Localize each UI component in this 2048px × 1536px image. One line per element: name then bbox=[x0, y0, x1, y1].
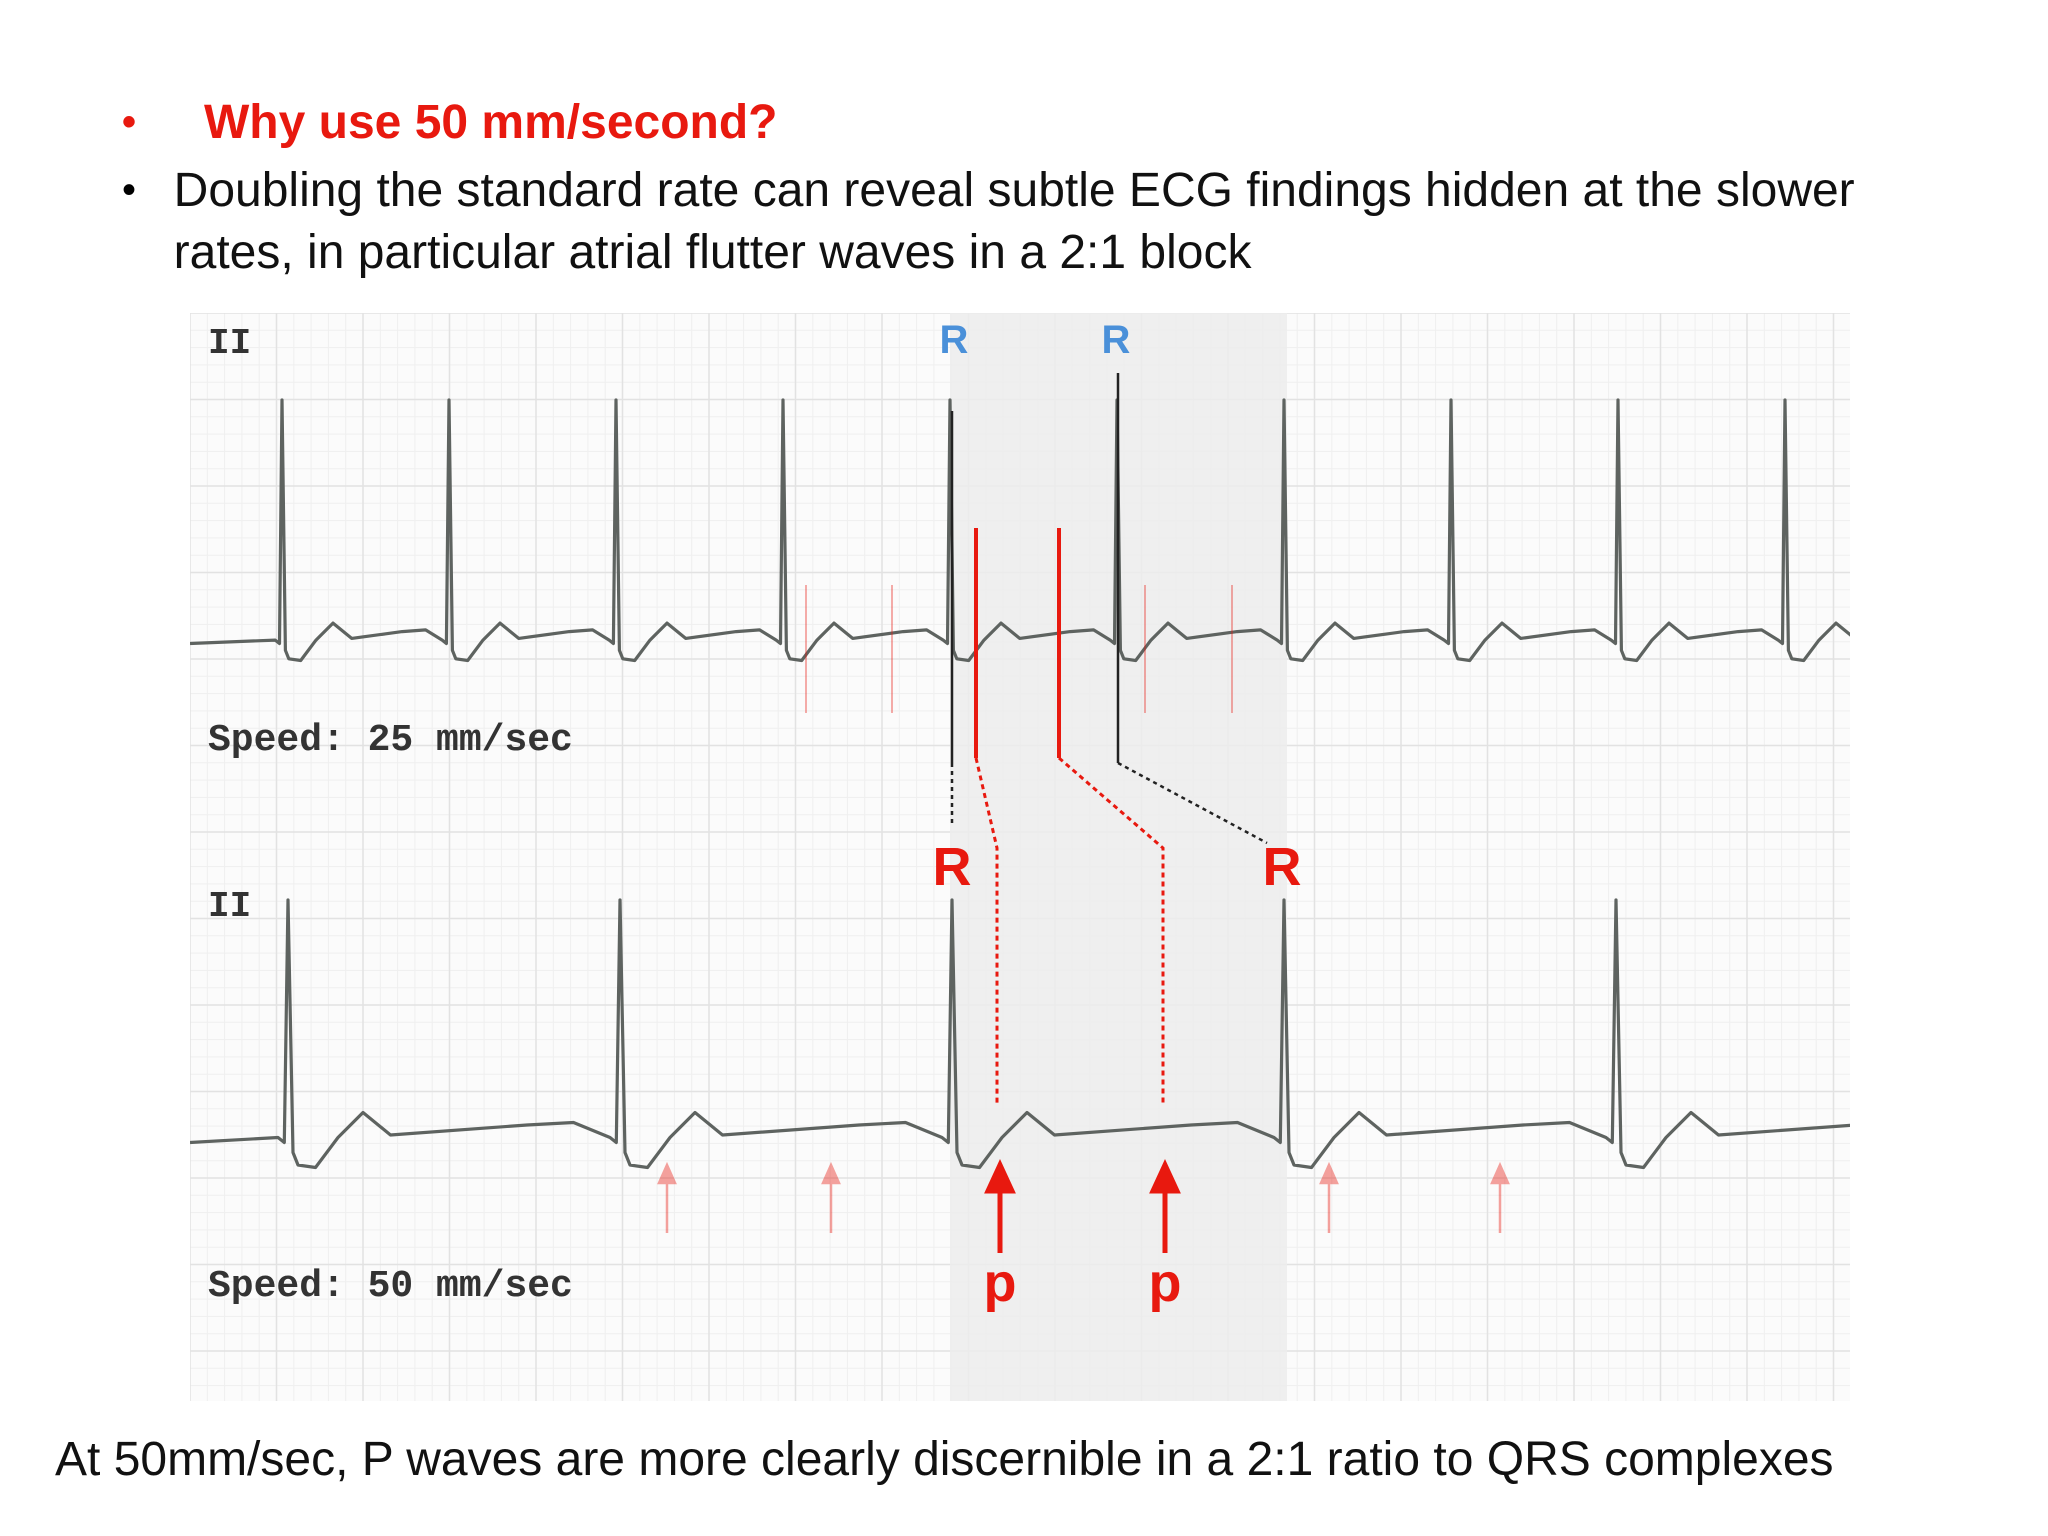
r-label-top-1: R bbox=[940, 318, 969, 362]
r-label-bottom-2: R bbox=[1263, 837, 1302, 897]
p-label-2: p bbox=[1149, 1253, 1182, 1313]
faint-p-arrows bbox=[657, 1161, 1510, 1233]
p-connector bbox=[1058, 756, 1165, 1103]
speed-label-bottom: Speed: 50 mm/sec bbox=[208, 1265, 573, 1308]
ecg-diagram: II R R Speed: 25 mm/sec II R R Speed: 50… bbox=[190, 313, 1850, 1401]
bullet-point: • bbox=[122, 168, 137, 212]
ecg-trace-50mm bbox=[190, 898, 1850, 1170]
bullet-point: • bbox=[122, 100, 137, 144]
p-arrows bbox=[984, 1159, 1181, 1253]
arrow-up-icon bbox=[984, 1159, 1016, 1194]
r-label-bottom-1: R bbox=[933, 837, 972, 897]
ecg-trace-25mm bbox=[190, 398, 1850, 663]
arrow-up-icon bbox=[1149, 1159, 1181, 1194]
bullet-list: • Why use 50 mm/second? • Doubling the s… bbox=[120, 92, 1920, 284]
lead-label-top: II bbox=[208, 323, 251, 364]
bullet-heading: • Why use 50 mm/second? bbox=[120, 92, 1920, 154]
lead-label-bottom: II bbox=[208, 886, 251, 927]
bullet-body: • Doubling the standard rate can reveal … bbox=[120, 160, 1920, 284]
p-label-1: p bbox=[984, 1253, 1017, 1313]
p-connector bbox=[974, 757, 999, 1103]
ecg-figure: II R R Speed: 25 mm/sec II R R Speed: 50… bbox=[190, 313, 1850, 1401]
slide-heading: Why use 50 mm/second? bbox=[204, 96, 778, 149]
speed-label-top: Speed: 25 mm/sec bbox=[208, 719, 573, 762]
slide-caption: At 50mm/sec, P waves are more clearly di… bbox=[55, 1433, 1834, 1486]
slide-body-text: Doubling the standard rate can reveal su… bbox=[173, 164, 1855, 279]
r-label-top-2: R bbox=[1102, 318, 1131, 362]
